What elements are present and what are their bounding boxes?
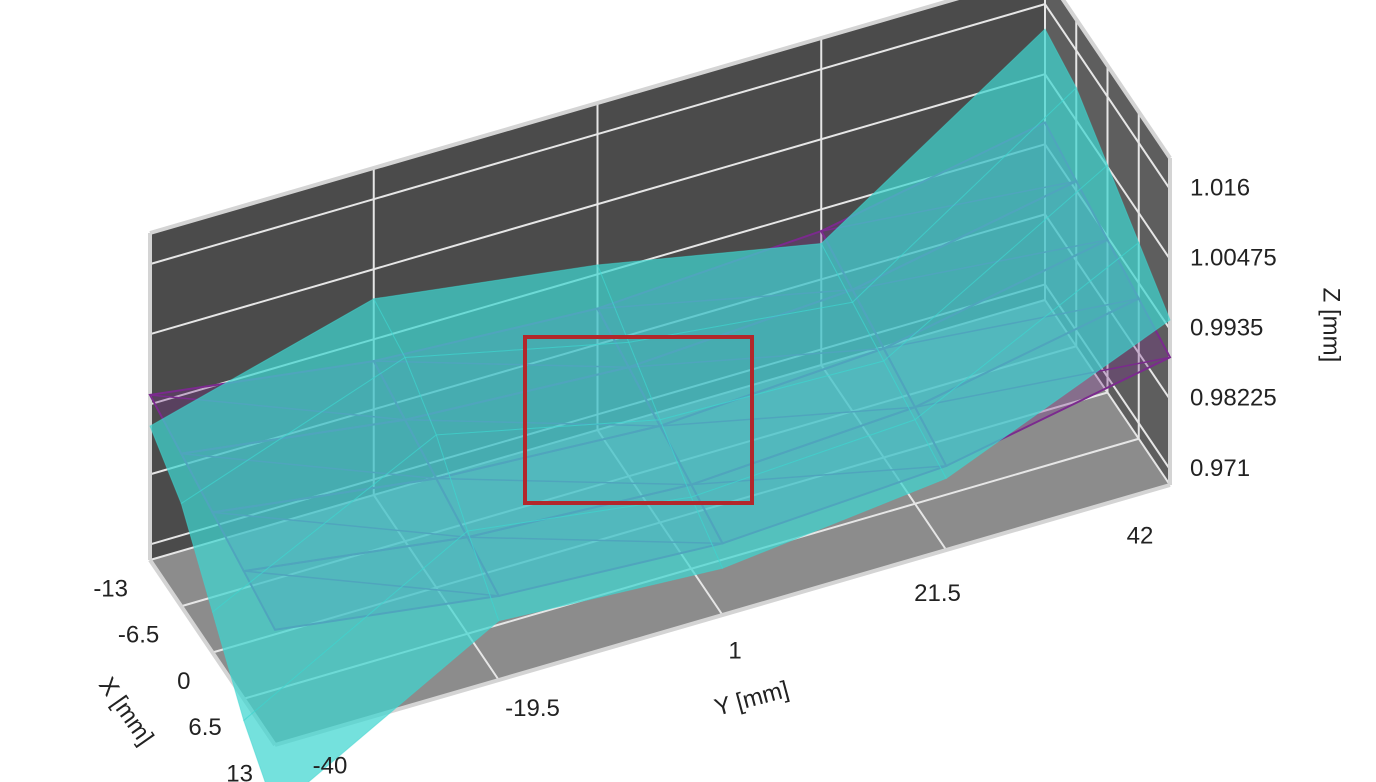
y-tick-label: 1	[728, 637, 741, 664]
y-tick-label: 21.5	[914, 580, 961, 607]
x-axis-label: X [mm]	[93, 672, 159, 750]
y-tick-label: -19.5	[505, 695, 560, 722]
highlight-box	[523, 335, 754, 505]
grid-line	[1044, 3, 1171, 190]
z-tick-label: 1.00475	[1190, 245, 1277, 272]
x-tick-label: 0	[177, 668, 190, 695]
z-tick-label: 0.971	[1190, 455, 1250, 482]
grid-line	[149, 73, 1046, 336]
x-tick-label: 13	[226, 760, 253, 782]
z-axis-label: Z [mm]	[1318, 288, 1345, 363]
surface-cell	[404, 341, 661, 436]
box-edge	[149, 0, 960, 235]
scene	[148, 0, 1172, 782]
z-tick-label: 0.9935	[1190, 315, 1263, 342]
box-edge	[274, 483, 1171, 747]
box-edge	[1060, 0, 1172, 160]
x-tick-label: 6.5	[188, 714, 221, 741]
x-tick-label: -6.5	[118, 622, 159, 649]
y-tick-label: 42	[1127, 522, 1154, 549]
grid-line	[149, 3, 1046, 266]
y-tick-label: -40	[313, 752, 348, 779]
z-tick-label: 0.98225	[1190, 385, 1277, 412]
x-tick-label: -13	[93, 575, 128, 602]
surface-cell	[914, 241, 1171, 480]
y-axis-label: Y [mm]	[712, 676, 792, 722]
z-tick-label: 1.016	[1190, 174, 1250, 201]
